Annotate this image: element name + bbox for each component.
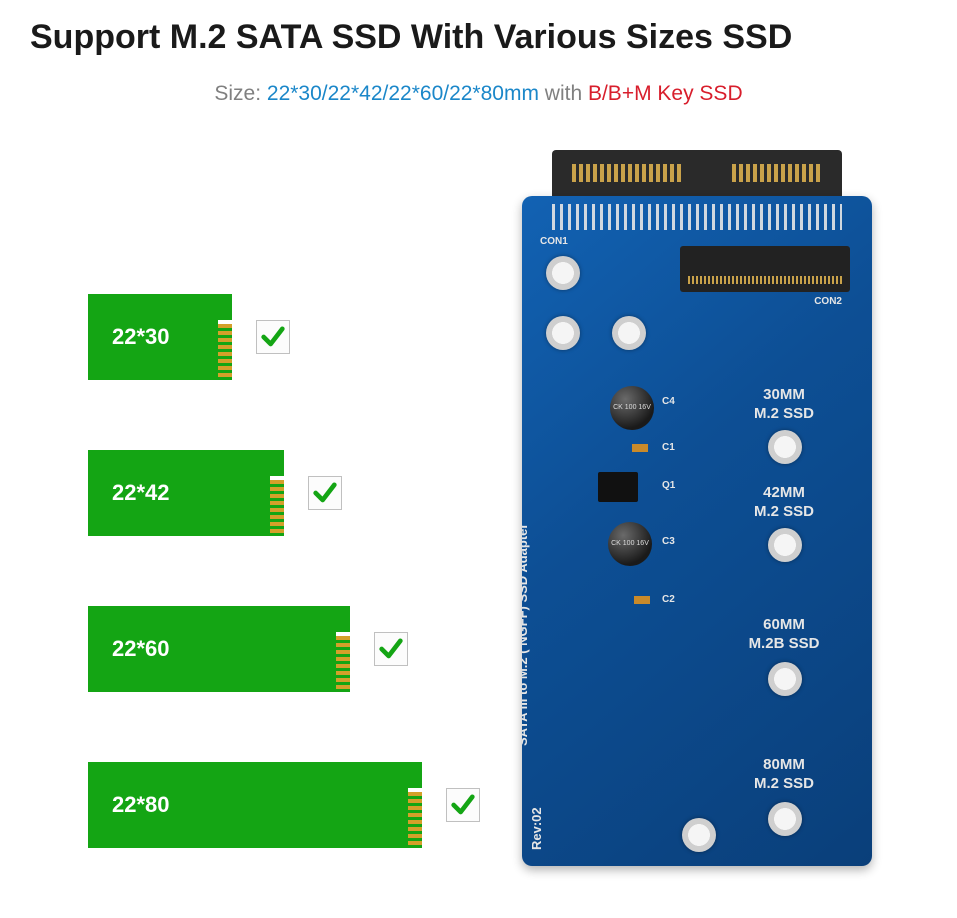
mount-size-label: 30MMM.2 SSD <box>724 386 844 424</box>
ssd-card: 22*60 <box>88 606 336 692</box>
subtitle-sizes: 22*30/22*42/22*60/22*80mm <box>267 82 539 105</box>
mount-hole <box>546 316 580 350</box>
subtitle-label: Size: <box>214 82 267 105</box>
pcb: CON1 CON2 CK 100 16V C4 C1 Q1 CK 100 16V… <box>522 196 872 866</box>
cap-text: CK 100 16V <box>613 404 651 412</box>
ssd-size-row: 22*42 <box>88 450 488 536</box>
smd-c1 <box>632 444 648 452</box>
cap-text: CK 100 16V <box>611 540 649 548</box>
mount-size-label: 80MMM.2 SSD <box>724 756 844 794</box>
label-q1: Q1 <box>662 480 675 491</box>
ssd-card: 22*30 <box>88 294 218 380</box>
main-title: Support M.2 SATA SSD With Various Sizes … <box>30 18 792 57</box>
chip-q1 <box>598 472 638 502</box>
ssd-mount-hole <box>768 662 802 696</box>
label-c4: C4 <box>662 396 675 407</box>
ssd-size-list: 22*30 22*42 22*60 22*80 <box>88 294 488 918</box>
adapter-board: CON1 CON2 CK 100 16V C4 C1 Q1 CK 100 16V… <box>522 150 872 870</box>
label-c1: C1 <box>662 442 675 453</box>
board-rev: Rev:02 <box>529 807 544 850</box>
ssd-card: 22*42 <box>88 450 270 536</box>
mount-size-label: 42MMM.2 SSD <box>724 484 844 522</box>
checkmark-icon <box>308 476 342 510</box>
ssd-mount-hole <box>768 802 802 836</box>
pcb-pin-row <box>552 204 842 230</box>
checkmark-icon <box>446 788 480 822</box>
ssd-mount-hole <box>768 430 802 464</box>
checkmark-icon <box>256 320 290 354</box>
subtitle: Size: 22*30/22*42/22*60/22*80mm with B/B… <box>0 82 957 106</box>
subtitle-key: B/B+M Key SSD <box>588 82 743 105</box>
mount-size-label: 60MMM.2B SSD <box>724 616 844 654</box>
mount-hole <box>682 818 716 852</box>
ssd-edge-pins <box>270 480 284 536</box>
checkmark-icon <box>374 632 408 666</box>
capacitor-c3: CK 100 16V <box>608 522 652 566</box>
mount-hole <box>612 316 646 350</box>
label-c2: C2 <box>662 594 675 605</box>
ssd-size-row: 22*80 <box>88 762 488 848</box>
ssd-edge-pins <box>408 792 422 848</box>
subtitle-with: with <box>539 82 588 105</box>
ssd-edge-pins <box>336 636 350 692</box>
mount-hole <box>546 256 580 290</box>
ssd-edge-pins <box>218 324 232 380</box>
capacitor-c4: CK 100 16V <box>610 386 654 430</box>
con2-label: CON2 <box>814 296 842 307</box>
ssd-size-row: 22*30 <box>88 294 488 380</box>
m2-slot <box>680 246 850 292</box>
con1-label: CON1 <box>540 236 568 247</box>
board-side-text: SATA III to M.2 ( NGFF) SSD Adapter <box>522 524 530 746</box>
ssd-size-row: 22*60 <box>88 606 488 692</box>
ssd-card: 22*80 <box>88 762 408 848</box>
label-c3: C3 <box>662 536 675 547</box>
ssd-mount-hole <box>768 528 802 562</box>
smd-c2 <box>634 596 650 604</box>
